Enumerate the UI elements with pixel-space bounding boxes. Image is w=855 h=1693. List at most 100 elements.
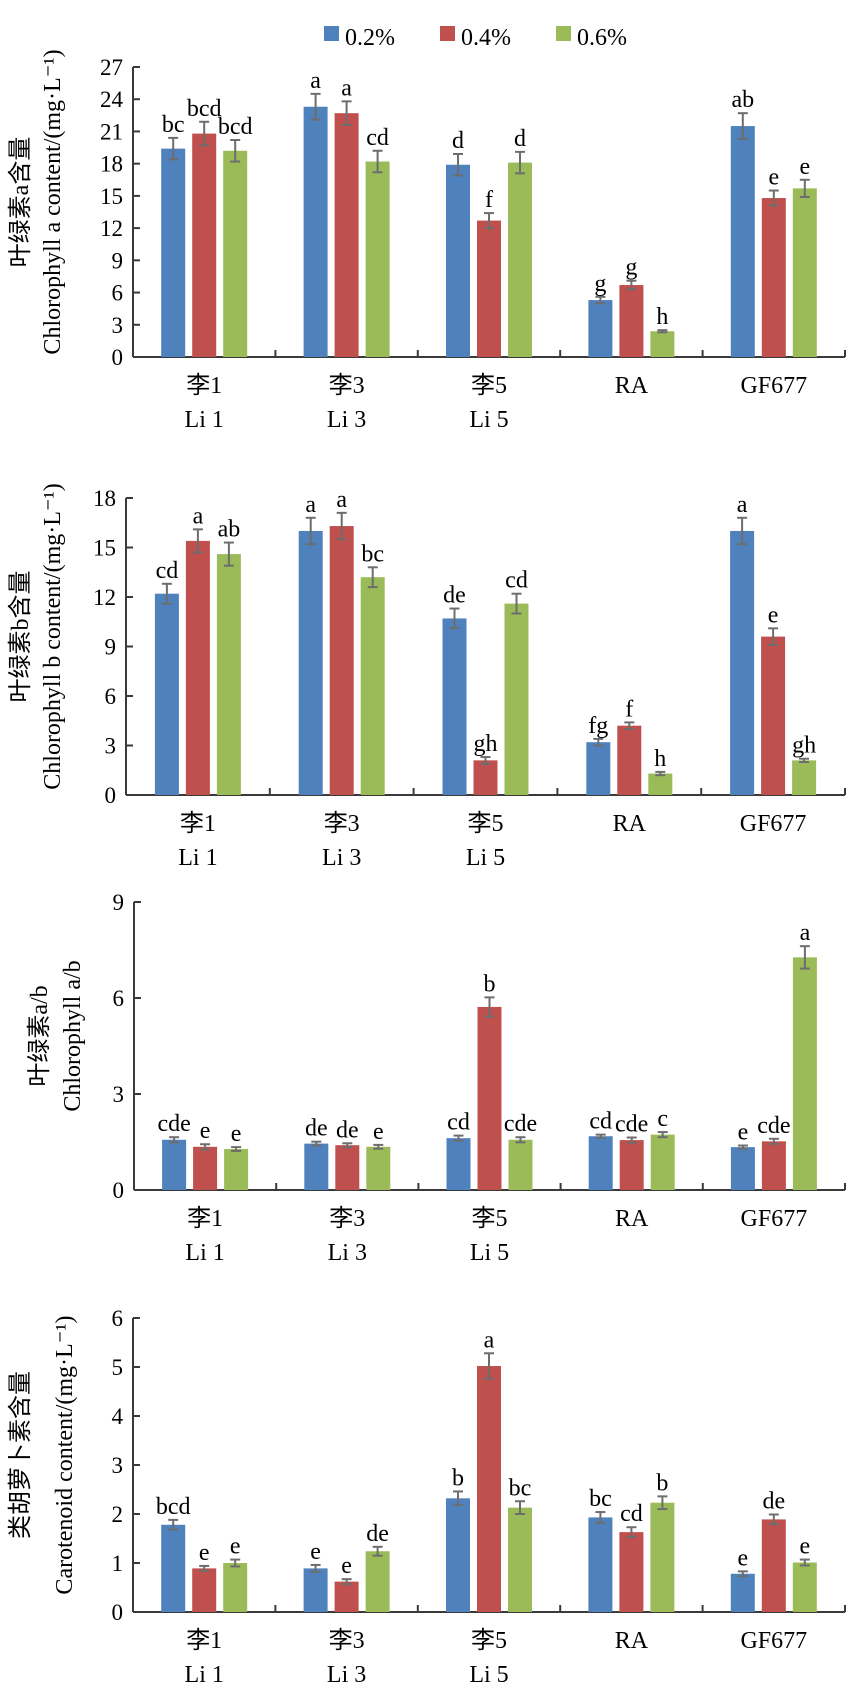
- y-tick-label: 1: [112, 1551, 124, 1576]
- bar: [588, 1517, 613, 1612]
- y-tick-label: 3: [113, 1082, 125, 1107]
- legend-swatch-0: [324, 26, 339, 41]
- bar: [192, 133, 217, 357]
- bar: [617, 725, 642, 795]
- significance-label: gh: [474, 731, 498, 757]
- y-tick-label: 5: [112, 1355, 124, 1380]
- significance-label: d: [514, 126, 526, 152]
- legend-item-0: 0.2%: [324, 25, 395, 51]
- x-category-label: 李3: [329, 372, 365, 399]
- bar: [650, 1134, 675, 1190]
- y-tick-label: 0: [112, 345, 124, 370]
- bar: [504, 603, 529, 795]
- y-tick-label: 6: [113, 986, 125, 1011]
- significance-label: de: [366, 1521, 389, 1547]
- x-category-label-en: Li 1: [185, 1240, 224, 1266]
- significance-label: a: [305, 492, 316, 518]
- bar: [619, 285, 644, 357]
- y-axis-label-cn: 叶绿素b含量: [7, 571, 34, 703]
- x-category-label-en: Li 3: [322, 845, 361, 871]
- y-tick-label: 9: [112, 248, 124, 273]
- bar: [473, 760, 498, 795]
- bar: [446, 164, 470, 357]
- x-category-label-en: Li 3: [327, 407, 366, 433]
- y-tick-label: 12: [100, 216, 123, 241]
- significance-label: cd: [589, 1109, 612, 1135]
- bar: [508, 162, 532, 357]
- significance-label: a: [341, 75, 352, 101]
- bar: [192, 1568, 217, 1612]
- significance-label: de: [443, 583, 466, 609]
- significance-label: cd: [505, 568, 528, 594]
- bar: [508, 1139, 533, 1190]
- bar: [792, 188, 817, 357]
- significance-label: bc: [361, 541, 384, 567]
- x-category-label: 李5: [471, 1627, 507, 1654]
- bar: [477, 1006, 502, 1190]
- x-category-label: GF677: [740, 373, 807, 399]
- significance-label: bcd: [218, 114, 253, 140]
- y-axis-label-cn: 叶绿素a/b: [26, 985, 53, 1086]
- significance-label: de: [305, 1116, 328, 1142]
- significance-label: cde: [157, 1111, 190, 1137]
- significance-label: fg: [588, 713, 608, 739]
- bar: [303, 1568, 328, 1612]
- bar: [224, 1149, 249, 1190]
- significance-label: e: [310, 1539, 321, 1565]
- y-tick-label: 9: [105, 635, 117, 660]
- bar: [335, 1145, 360, 1190]
- bar: [304, 1143, 329, 1190]
- significance-label: h: [656, 304, 668, 330]
- legend-item-2: 0.6%: [556, 25, 627, 51]
- bar: [223, 1563, 248, 1612]
- y-tick-label: 6: [112, 1306, 124, 1331]
- y-tick-label: 15: [93, 536, 116, 561]
- significance-label: e: [230, 1534, 241, 1560]
- x-category-label-en: Li 5: [469, 1662, 508, 1688]
- y-tick-label: 24: [100, 87, 124, 112]
- x-category-label: 李3: [329, 1627, 365, 1654]
- significance-label: f: [485, 187, 493, 213]
- significance-label: h: [654, 746, 666, 772]
- x-category-label: RA: [615, 1206, 649, 1232]
- bar: [730, 1573, 755, 1612]
- x-category-label: 李5: [468, 810, 504, 837]
- legend-label-0: 0.2%: [345, 25, 395, 51]
- bar: [154, 593, 179, 795]
- significance-label: e: [799, 154, 810, 180]
- significance-label: a: [484, 1327, 495, 1353]
- y-tick-label: 21: [100, 119, 123, 144]
- y-axis-label-cn: 类胡萝卜素含量: [7, 1371, 34, 1539]
- bar: [365, 1551, 390, 1612]
- x-category-label: 李3: [324, 810, 360, 837]
- x-category-label: 李5: [471, 372, 507, 399]
- bar: [619, 1532, 644, 1612]
- legend-label-2: 0.6%: [577, 25, 627, 51]
- y-tick-label: 0: [113, 1178, 125, 1203]
- x-category-label-en: Li 5: [466, 845, 505, 871]
- bar: [792, 1562, 817, 1612]
- significance-label: e: [799, 1534, 810, 1560]
- bar: [162, 1139, 187, 1190]
- y-axis-label-cn: 叶绿素a含量: [7, 137, 34, 268]
- significance-label: a: [737, 492, 748, 518]
- significance-label: e: [737, 1545, 748, 1571]
- significance-label: a: [336, 487, 347, 513]
- significance-label: cd: [366, 125, 389, 151]
- bar: [730, 531, 755, 795]
- chart-panel-2: 0 3 6 9 12 15 18 李1 Li 1 李3 Li 3 李5 Li 5 RA GF677 cd a de…: [7, 483, 846, 871]
- legend-swatch-1: [440, 26, 455, 41]
- bar: [223, 150, 248, 357]
- significance-label: a: [310, 68, 321, 94]
- significance-label: a: [193, 503, 204, 529]
- significance-label: cd: [156, 558, 179, 584]
- significance-label: gh: [792, 733, 816, 759]
- y-tick-label: 4: [112, 1404, 124, 1429]
- bar: [477, 220, 501, 357]
- x-category-label: 李5: [472, 1205, 508, 1232]
- x-category-label: RA: [615, 1628, 649, 1654]
- y-tick-label: 3: [105, 734, 117, 759]
- significance-label: g: [594, 271, 606, 297]
- bar: [648, 773, 673, 795]
